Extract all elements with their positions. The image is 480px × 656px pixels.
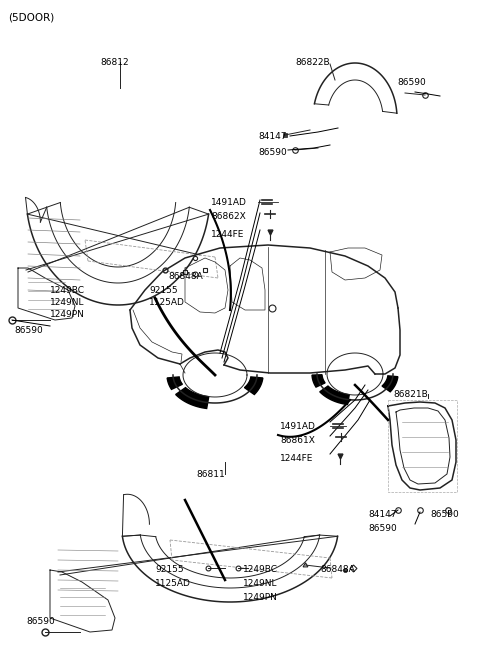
Polygon shape [167,377,182,390]
Text: 1249NL: 1249NL [243,579,277,588]
Text: (5DOOR): (5DOOR) [8,12,54,22]
Polygon shape [320,386,349,405]
Text: 86848A: 86848A [168,272,203,281]
Text: 1244FE: 1244FE [211,230,244,239]
Text: 86862X: 86862X [211,212,246,221]
Text: 86590: 86590 [397,78,426,87]
Text: 1249BC: 1249BC [50,286,85,295]
Text: 86861X: 86861X [280,436,315,445]
Text: 86590: 86590 [26,617,55,626]
Text: 1244FE: 1244FE [280,454,313,463]
Text: 86590: 86590 [430,510,459,519]
Text: 1249PN: 1249PN [243,593,278,602]
Text: 86848A: 86848A [320,565,355,574]
Text: 86590: 86590 [258,148,287,157]
Text: 1125AD: 1125AD [155,579,191,588]
Text: 86822B: 86822B [295,58,330,67]
Text: 92155: 92155 [155,565,184,574]
Polygon shape [312,375,325,387]
Polygon shape [244,377,263,394]
Text: 84147: 84147 [368,510,396,519]
Text: 86821B: 86821B [393,390,428,399]
Text: 1249BC: 1249BC [243,565,278,574]
Text: 84147: 84147 [258,132,287,141]
Polygon shape [382,376,398,392]
Text: 86811: 86811 [196,470,225,479]
Text: 1249PN: 1249PN [50,310,85,319]
Text: 92155: 92155 [149,286,178,295]
Text: 86812: 86812 [100,58,129,67]
Text: 1491AD: 1491AD [280,422,316,431]
Text: 86590: 86590 [14,326,43,335]
Text: 1249NL: 1249NL [50,298,84,307]
Text: 1125AD: 1125AD [149,298,185,307]
Text: 1491AD: 1491AD [211,198,247,207]
Text: 86590: 86590 [368,524,397,533]
Polygon shape [176,388,209,409]
